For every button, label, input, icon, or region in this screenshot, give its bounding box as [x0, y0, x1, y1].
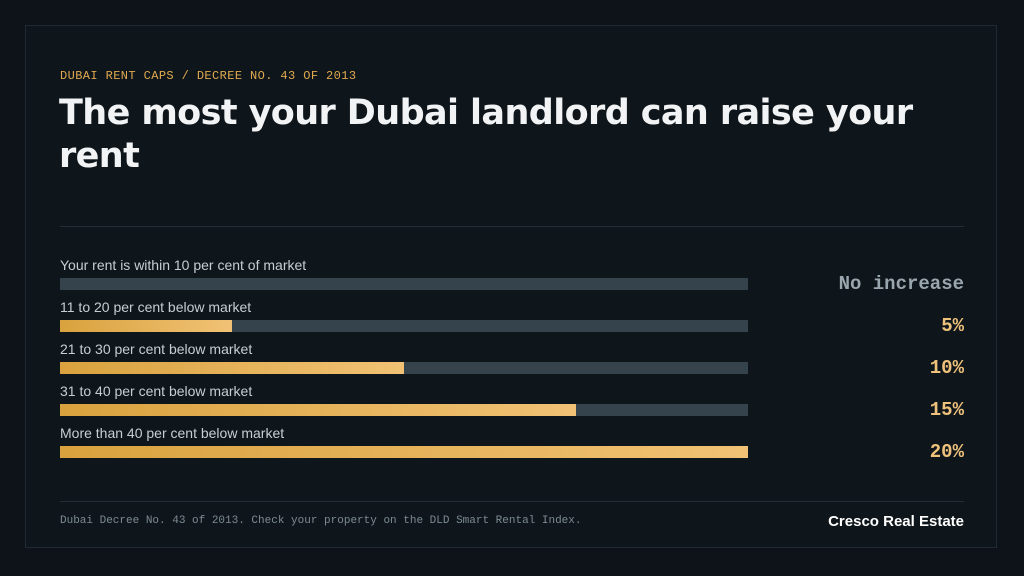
- page-title: The most your Dubai landlord can raise y…: [59, 93, 913, 176]
- bar: [60, 320, 232, 332]
- bar-track: [60, 362, 748, 374]
- bar-label: 31 to 40 per cent below market: [60, 383, 253, 399]
- bar: [60, 404, 576, 416]
- bar-track: [60, 446, 748, 458]
- bar-value-label: 15%: [929, 399, 964, 421]
- brand-name: Cresco Real Estate: [828, 513, 964, 530]
- bar-label: 21 to 30 per cent below market: [60, 341, 253, 357]
- bar-label: 11 to 20 per cent below market: [60, 299, 252, 315]
- bar-track: [60, 404, 748, 416]
- bar-value-label: 20%: [929, 441, 964, 463]
- divider-top: [60, 226, 964, 227]
- divider-bottom: [60, 501, 964, 502]
- bar-value-label: 5%: [941, 315, 964, 337]
- bar-track: [60, 320, 748, 332]
- bar-label: More than 40 per cent below market: [60, 425, 285, 441]
- bar: [60, 446, 748, 458]
- chart-card: DUBAI RENT CAPS / DECREE NO. 43 OF 2013 …: [25, 25, 997, 548]
- bar-label: Your rent is within 10 per cent of marke…: [60, 257, 307, 273]
- eyebrow-label: DUBAI RENT CAPS / DECREE NO. 43 OF 2013: [60, 69, 357, 83]
- bar: [60, 362, 404, 374]
- bar-value-label: No increase: [838, 273, 964, 295]
- source-note: Dubai Decree No. 43 of 2013. Check your …: [60, 515, 582, 527]
- bar-value-label: 10%: [929, 357, 964, 379]
- bar-chart: Your rent is within 10 per cent of marke…: [26, 26, 996, 547]
- bar-track: [60, 278, 748, 290]
